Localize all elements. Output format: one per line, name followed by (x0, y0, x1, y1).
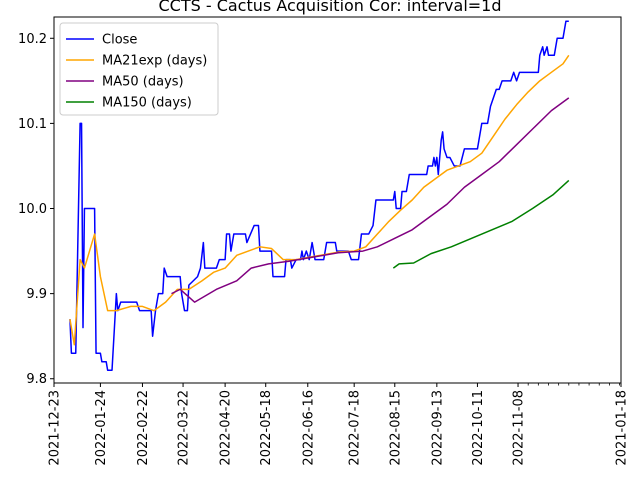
x-tick-label: 2022-06-16 (301, 390, 316, 466)
legend-label: MA150 (days) (102, 96, 192, 111)
y-tick-label: 10.2 (18, 32, 47, 47)
x-tick-label: 2022-03-22 (177, 390, 192, 466)
y-tick-label: 10.0 (18, 202, 47, 217)
series-line-2 (171, 97, 570, 303)
x-axis-ticks: 2021-12-23 2022-01-24 2022-02-22 2022-03-22… (48, 383, 630, 466)
x-tick-label: 2022-05-18 (259, 390, 274, 466)
plot-frame (53, 16, 622, 384)
y-tick-label: 10.1 (18, 117, 47, 132)
x-tick-label: 2022-10-11 (471, 390, 486, 466)
legend-label: Close (102, 33, 137, 48)
legend-label: MA50 (days) (102, 75, 184, 90)
x-tick-label: 2021-01-18 (615, 390, 630, 466)
x-tick-label: 2022-02-22 (136, 390, 151, 466)
y-axis-ticks: 9.8 9.9 10.0 10.1 10.2 (18, 32, 54, 387)
legend-box (59, 22, 219, 116)
chart-title: CCTS - Cactus Acquisition Cor: interval=… (158, 0, 501, 15)
series-line-3 (392, 179, 570, 269)
x-tick-label: 2022-01-24 (94, 390, 109, 466)
series-line-0 (69, 20, 569, 371)
x-tick-label: 2022-11-08 (512, 390, 527, 466)
legend-label: MA21exp (days) (102, 54, 207, 69)
x-tick-label: 2022-09-13 (430, 390, 445, 466)
x-tick-label: 2021-12-23 (48, 390, 63, 466)
series-lines (69, 20, 570, 371)
y-tick-label: 9.8 (26, 372, 47, 387)
x-tick-label: 2022-04-20 (219, 390, 234, 466)
legend: Close MA21exp (days) MA50 (days) MA150 (day… (59, 22, 219, 116)
x-tick-label: 2022-08-15 (388, 390, 403, 466)
y-tick-label: 9.9 (26, 287, 47, 302)
x-tick-label: 2022-07-18 (348, 390, 363, 466)
